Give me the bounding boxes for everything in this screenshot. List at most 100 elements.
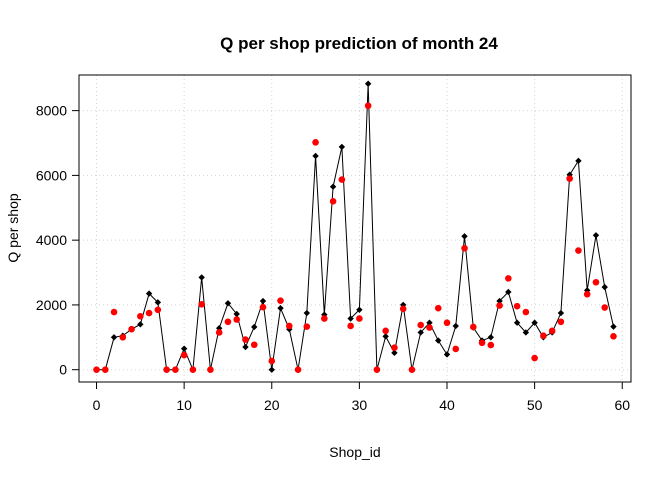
actual-point bbox=[566, 171, 573, 178]
predicted-point bbox=[496, 302, 503, 309]
predicted-point bbox=[294, 366, 302, 373]
actual-point bbox=[154, 299, 162, 306]
actual-point bbox=[277, 304, 284, 312]
actual-point bbox=[347, 315, 354, 322]
actual-point bbox=[592, 232, 600, 239]
actual-point bbox=[496, 297, 503, 305]
actual-point bbox=[312, 152, 319, 160]
actual-point bbox=[557, 309, 565, 317]
predicted-point bbox=[224, 318, 232, 326]
predicted-point bbox=[119, 334, 127, 341]
actual-point bbox=[198, 274, 205, 281]
actual-point bbox=[487, 334, 495, 341]
predicted-point bbox=[557, 318, 565, 326]
predicted-point bbox=[321, 315, 328, 322]
predicted-point bbox=[505, 275, 512, 282]
y-tick-label: 0 bbox=[59, 362, 67, 378]
actual-point bbox=[251, 323, 258, 331]
predicted-point bbox=[382, 327, 389, 335]
predicted-point bbox=[101, 366, 109, 373]
actual-point bbox=[513, 319, 521, 326]
predicted-point bbox=[522, 308, 530, 316]
predicted-point bbox=[189, 366, 197, 373]
actual-point bbox=[391, 349, 398, 357]
actual-point bbox=[242, 343, 249, 351]
predicted-point bbox=[373, 366, 381, 373]
actual-point bbox=[452, 322, 459, 330]
x-tick-label: 20 bbox=[264, 397, 280, 413]
actual-point bbox=[259, 297, 267, 305]
predicted-point bbox=[417, 321, 425, 329]
predicted-point bbox=[356, 315, 363, 322]
predicted-point bbox=[575, 247, 582, 254]
actual-point bbox=[180, 345, 188, 352]
predicted-point bbox=[259, 303, 267, 311]
predicted-point bbox=[443, 319, 451, 327]
actual-series-line bbox=[96, 83, 614, 371]
actual-point bbox=[145, 290, 153, 297]
predicted-point bbox=[268, 357, 276, 365]
actual-point bbox=[110, 334, 118, 341]
y-tick-label: 8000 bbox=[36, 103, 67, 119]
actual-point bbox=[356, 306, 363, 313]
actual-point bbox=[303, 309, 311, 317]
actual-line bbox=[96, 83, 614, 371]
actual-point bbox=[583, 287, 591, 294]
predicted-point bbox=[198, 300, 205, 308]
predicted-point bbox=[399, 305, 407, 313]
predicted-point bbox=[110, 308, 118, 316]
predicted-point bbox=[285, 322, 293, 330]
actual-point bbox=[601, 283, 608, 291]
grid bbox=[79, 75, 631, 382]
predicted-point bbox=[364, 102, 372, 110]
predicted-point bbox=[312, 139, 319, 146]
predicted-point bbox=[215, 329, 223, 336]
actual-point bbox=[329, 183, 337, 190]
plot-frame bbox=[78, 74, 632, 383]
x-tick-label: 60 bbox=[614, 397, 630, 413]
actual-point bbox=[268, 366, 275, 373]
series-points bbox=[93, 80, 617, 373]
x-tick-label: 30 bbox=[352, 397, 368, 413]
predicted-point bbox=[303, 323, 311, 330]
predicted-point bbox=[469, 323, 477, 331]
x-tick-label: 40 bbox=[439, 397, 455, 413]
predicted-point bbox=[548, 327, 556, 335]
predicted-point bbox=[583, 290, 591, 298]
predicted-point bbox=[391, 344, 398, 351]
x-tick-label: 0 bbox=[93, 397, 101, 413]
actual-point bbox=[338, 143, 346, 151]
predicted-point bbox=[145, 309, 153, 317]
actual-point bbox=[522, 329, 530, 336]
chart-title: Q per shop prediction of month 24 bbox=[220, 34, 498, 53]
predicted-point bbox=[180, 351, 188, 359]
predicted-point bbox=[540, 332, 547, 339]
y-tick-label: 2000 bbox=[36, 297, 67, 313]
predicted-point bbox=[513, 302, 521, 310]
y-tick-label: 4000 bbox=[36, 232, 67, 248]
predicted-point bbox=[601, 304, 609, 311]
actual-point bbox=[435, 337, 442, 344]
actual-point bbox=[610, 323, 617, 330]
actual-point bbox=[505, 288, 512, 296]
actual-point bbox=[224, 300, 232, 307]
predicted-point bbox=[329, 197, 337, 205]
actual-point bbox=[233, 310, 240, 318]
predicted-point bbox=[242, 336, 249, 343]
y-axis-label: Q per shop bbox=[5, 193, 21, 262]
x-axis-label: Shop_id bbox=[329, 444, 380, 460]
x-tick-label: 10 bbox=[176, 397, 192, 413]
predicted-point bbox=[452, 345, 460, 353]
predicted-point bbox=[478, 339, 486, 347]
predicted-point bbox=[426, 324, 433, 331]
predicted-point bbox=[233, 316, 241, 323]
predicted-point bbox=[338, 176, 346, 183]
predicted-point bbox=[128, 325, 135, 333]
predicted-point bbox=[137, 312, 144, 320]
predicted-point bbox=[172, 366, 179, 373]
x-tick-label: 50 bbox=[527, 397, 543, 413]
predicted-point bbox=[487, 341, 495, 349]
actual-point bbox=[382, 333, 389, 340]
predicted-point bbox=[347, 322, 354, 330]
